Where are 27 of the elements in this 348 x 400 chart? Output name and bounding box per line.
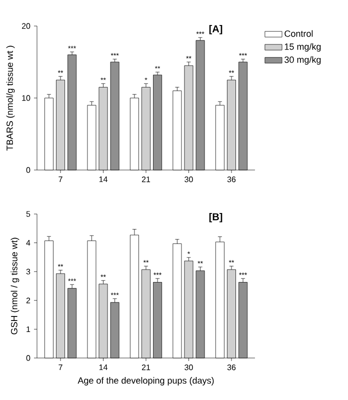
x-tick-label: 7 bbox=[58, 364, 62, 370]
y-axis-title: TBARS (nmol/g tissue wt ) bbox=[6, 46, 15, 151]
y-tick-label: 1 bbox=[26, 326, 30, 332]
legend-label: 15 mg/kg bbox=[284, 43, 321, 52]
y-axis-title: GSH (nmol / g tissue wt) bbox=[10, 238, 20, 334]
y-tick-label: 0 bbox=[26, 167, 30, 173]
y-tick-label: 20 bbox=[22, 23, 30, 29]
y-tick-label: 0 bbox=[26, 355, 30, 361]
x-tick-label: 36 bbox=[227, 176, 236, 182]
x-tick-label: 14 bbox=[99, 176, 108, 182]
chart-title: [A] bbox=[209, 24, 222, 34]
y-tick-label: 2 bbox=[26, 298, 30, 304]
legend-label: Control bbox=[284, 30, 313, 37]
x-tick-label: 30 bbox=[184, 364, 193, 370]
x-axis-title: Age of the developing pups (days) bbox=[78, 377, 214, 386]
x-tick-label: 30 bbox=[184, 176, 193, 182]
y-tick-label: 5 bbox=[26, 211, 30, 217]
y-tick-label: 4 bbox=[26, 240, 30, 246]
chart-title: [B] bbox=[209, 212, 222, 222]
x-tick-label: 21 bbox=[142, 364, 150, 370]
y-tick-label: 10 bbox=[22, 95, 30, 101]
legend-label: 30 mg/kg bbox=[284, 56, 321, 65]
x-tick-label: 14 bbox=[99, 364, 108, 370]
x-tick-label: 7 bbox=[58, 176, 62, 182]
x-tick-label: 36 bbox=[227, 364, 236, 370]
y-tick-label: 3 bbox=[26, 268, 30, 274]
x-tick-label: 21 bbox=[142, 176, 150, 182]
